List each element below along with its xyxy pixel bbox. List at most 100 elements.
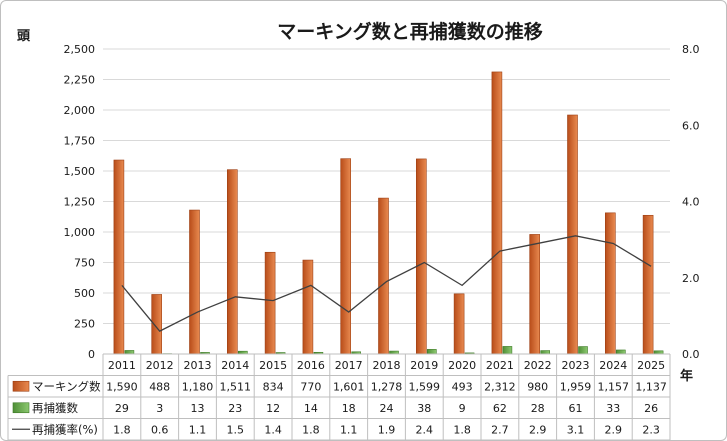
table-cell-value: 2.7 [491, 423, 509, 436]
table-cell-value: 12 [266, 402, 280, 415]
chart-title: マーキング数と再捕獲数の推移 [277, 20, 542, 43]
y-right-tick-label: 2.0 [682, 272, 700, 285]
table-cell-value: 1,959 [560, 380, 592, 393]
legend-label-rate: 再捕獲率(%) [32, 422, 98, 436]
table-cell-value: 1.8 [302, 423, 320, 436]
bar-recapture [124, 350, 135, 355]
table-cell-value: 9 [459, 402, 466, 415]
x-category-label: 2020 [448, 359, 476, 372]
table-cell-value: 493 [452, 380, 473, 393]
table-cell-value: 1.1 [189, 423, 207, 436]
table-cell-value: 2.4 [416, 423, 434, 436]
x-category-label: 2013 [184, 359, 212, 372]
y-axis-unit: 頭 [17, 29, 31, 44]
table-cell-value: 1,511 [220, 380, 252, 393]
bar-marking [567, 114, 578, 355]
bar-marking [302, 259, 314, 355]
y-left-tick-label: 0 [88, 348, 95, 361]
table-cell-value: 1,599 [409, 380, 441, 393]
y-right-tick-label: 6.0 [682, 119, 700, 132]
bar-marking [264, 251, 276, 355]
bar-recapture [426, 349, 437, 355]
table-cell-value: 3 [156, 402, 163, 415]
bar-recapture [615, 349, 626, 355]
y-left-tick-label: 2,250 [64, 74, 96, 87]
x-category-label: 2017 [335, 359, 363, 372]
x-category-label: 2021 [486, 359, 514, 372]
y-right-tick-label: 0.0 [682, 348, 700, 361]
table-cell-value: 2.3 [642, 423, 660, 436]
x-category-label: 2011 [108, 359, 136, 372]
legend-label-marking: マーキング数 [32, 379, 101, 393]
table-cell-value: 488 [149, 380, 170, 393]
bar-marking [453, 293, 465, 355]
bar-marking [189, 209, 200, 355]
x-category-label: 2018 [373, 359, 401, 372]
table-cell-value: 834 [263, 380, 284, 393]
bar-marking [113, 159, 125, 355]
table-cell-value: 1,590 [106, 380, 138, 393]
table-cell-value: 980 [527, 380, 548, 393]
y-right-tick-label: 8.0 [682, 43, 700, 56]
bar-marking [491, 71, 503, 355]
legend-key-recapture [12, 402, 30, 414]
table-cell-value: 1,137 [635, 380, 667, 393]
table-cell-value: 28 [531, 402, 545, 415]
table-cell-value: 1.8 [113, 423, 131, 436]
y-right-tick-label: 4.0 [682, 196, 700, 209]
x-category-label: 2019 [410, 359, 438, 372]
x-category-label: 2016 [297, 359, 325, 372]
x-axis-unit: 年 [680, 368, 693, 384]
table-cell-value: 1.4 [264, 423, 282, 436]
bar-recapture [578, 346, 588, 355]
table-cell-value: 1,601 [333, 380, 365, 393]
table-cell-value: 38 [417, 402, 431, 415]
legend-key-marking [12, 380, 30, 392]
table-cell-value: 18 [342, 402, 356, 415]
x-category-label: 2012 [146, 359, 174, 372]
y-left-tick-label: 2,000 [64, 104, 96, 117]
bar-recapture [502, 346, 513, 355]
bar-marking [529, 234, 541, 355]
y-left-tick-label: 1,750 [64, 135, 96, 148]
table-cell-value: 14 [304, 402, 318, 415]
table-cell-value: 3.1 [567, 423, 585, 436]
bar-recapture [540, 350, 551, 355]
bar-marking [340, 158, 352, 355]
bar-marking [604, 212, 616, 355]
legend-label-recapture: 再捕獲数 [32, 401, 78, 415]
x-category-label: 2014 [221, 359, 249, 372]
y-left-tick-label: 500 [74, 287, 95, 300]
table-cell-value: 1.1 [340, 423, 358, 436]
table-cell-value: 62 [493, 402, 507, 415]
table-cell-value: 1.8 [453, 423, 471, 436]
bar-marking [378, 197, 389, 355]
table-cell-value: 23 [228, 402, 242, 415]
x-category-label: 2015 [259, 359, 287, 372]
y-left-tick-label: 1,250 [64, 196, 96, 209]
table-cell-value: 2.9 [529, 423, 547, 436]
table-cell-value: 1,278 [371, 380, 403, 393]
y-left-tick-label: 1,500 [64, 165, 96, 178]
table-cell-value: 24 [380, 402, 394, 415]
table-cell-value: 13 [191, 402, 205, 415]
y-left-tick-label: 1,000 [64, 226, 96, 239]
table-cell-value: 2,312 [484, 380, 516, 393]
x-category-label: 2023 [562, 359, 590, 372]
table-cell-value: 770 [300, 380, 321, 393]
x-category-label: 2022 [524, 359, 552, 372]
table-cell-value: 29 [115, 402, 129, 415]
y-left-tick-label: 2,500 [64, 43, 96, 56]
table-cell-value: 0.6 [151, 423, 169, 436]
table-cell-value: 33 [606, 402, 620, 415]
x-category-label: 2025 [637, 359, 665, 372]
bar-marking [415, 158, 427, 355]
table-cell-value: 1,180 [182, 380, 214, 393]
x-category-label: 2024 [599, 359, 627, 372]
table-cell-value: 1.5 [227, 423, 245, 436]
bar-marking [642, 214, 654, 355]
table-cell-value: 2.9 [605, 423, 623, 436]
table-cell-value: 1,157 [598, 380, 630, 393]
y-left-tick-label: 750 [74, 257, 95, 270]
